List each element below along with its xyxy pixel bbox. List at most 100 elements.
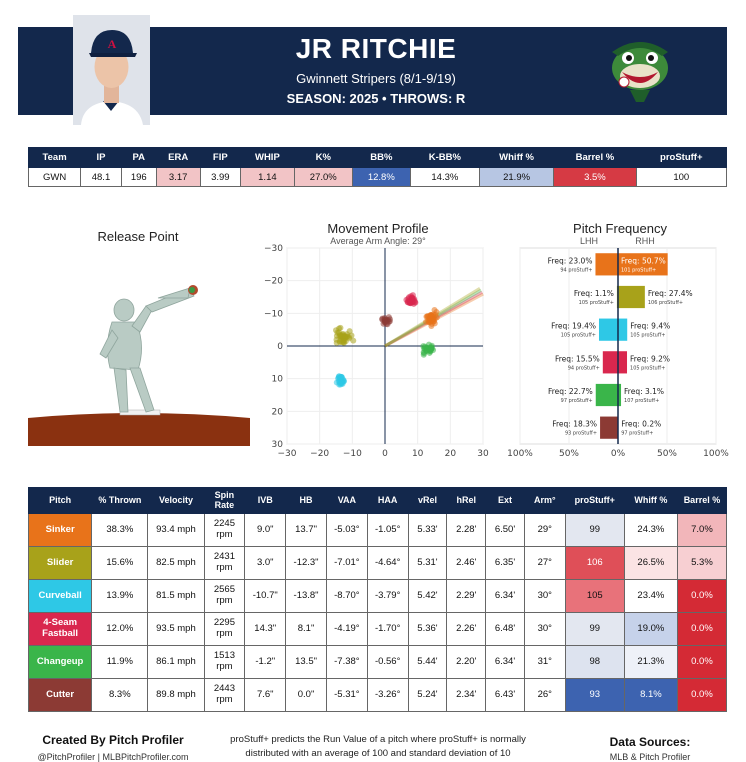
pitch-name: Changeup (29, 646, 92, 679)
movement-y-tick: 0 (277, 342, 283, 352)
pitch-cell: 2443 rpm (204, 679, 245, 712)
pitch-cell: 2245 rpm (204, 514, 245, 547)
pitch-cell: -4.64° (367, 547, 408, 580)
pitch-cell: 2.28' (447, 514, 486, 547)
movement-y-tick: 20 (272, 407, 284, 417)
data-sources: MLB & Pitch Profiler (580, 752, 720, 762)
created-by: Created By Pitch Profiler (28, 733, 198, 747)
pitch-cell: 7.6" (245, 679, 286, 712)
frequency-x-tick: 50% (657, 449, 677, 459)
rhh-prostuff-label: 101 proStuff+ (621, 267, 656, 273)
movement-x-tick: 10 (412, 449, 424, 459)
pitch-cell: 30° (524, 580, 565, 613)
lhh-freq-label: Freq: 15.5% (555, 354, 600, 363)
rhh-bar (618, 351, 627, 373)
movement-point (334, 337, 340, 343)
pitch-cell: 2431 rpm (204, 547, 245, 580)
stats-cell-prostuff-: 100 (636, 168, 726, 187)
pitch-cell: 30° (524, 613, 565, 646)
pitch-header-5: HB (286, 488, 327, 514)
pitch-header-13: Whiff % (624, 488, 677, 514)
pitch-cell: 93.4 mph (148, 514, 204, 547)
pitch-cell: -10.7" (245, 580, 286, 613)
pitch-cell: 93 (565, 679, 624, 712)
stats-header-2: PA (121, 148, 156, 168)
pitch-cell: -1.2" (245, 646, 286, 679)
rhh-freq-label: Freq: 9.2% (630, 354, 670, 363)
rhh-prostuff-label: 97 proStuff+ (621, 431, 653, 437)
team-logo (600, 32, 680, 107)
lhh-bar (600, 417, 618, 439)
pitch-cell: -0.56° (367, 646, 408, 679)
pitch-header-14: Barrel % (677, 488, 726, 514)
stats-cell-barrel-: 3.5% (554, 168, 636, 187)
pitch-header-6: VAA (326, 488, 367, 514)
rhh-freq-label: Freq: 50.7% (621, 256, 666, 265)
pitch-cell: 0.0% (677, 580, 726, 613)
pitch-frequency-chart: 100%50%0%50%100%Freq: 23.0%94 proStuff+F… (505, 244, 730, 460)
stats-header-9: Whiff % (479, 148, 553, 168)
pitch-header-4: IVB (245, 488, 286, 514)
stats-header-5: WHIP (241, 148, 295, 168)
pitch-cell: 86.1 mph (148, 646, 204, 679)
pitch-cell: -3.79° (367, 580, 408, 613)
pitch-cell: 21.3% (624, 646, 677, 679)
movement-point (423, 314, 429, 320)
pitch-cell: 0.0% (677, 613, 726, 646)
stats-cell-pa: 196 (121, 168, 156, 187)
pitch-header-2: Velocity (148, 488, 204, 514)
movement-point (424, 346, 430, 352)
lhh-prostuff-label: 97 proStuff+ (561, 398, 593, 404)
pitch-cell: -4.19° (326, 613, 367, 646)
pitch-cell: -5.03° (326, 514, 367, 547)
pitch-cell: 5.42' (408, 580, 447, 613)
movement-profile-title: Movement Profile (290, 221, 466, 236)
pitch-cell: 6.34' (486, 580, 525, 613)
pitch-cell: 5.24' (408, 679, 447, 712)
stats-header-10: Barrel % (554, 148, 636, 168)
rhh-freq-label: Freq: 0.2% (621, 420, 661, 429)
stats-header-7: BB% (352, 148, 410, 168)
pitch-cell: 6.43' (486, 679, 525, 712)
pitch-header-1: % Thrown (92, 488, 148, 514)
rhh-freq-label: Freq: 27.4% (648, 289, 693, 298)
pitch-header-10: Ext (486, 488, 525, 514)
movement-y-tick: 10 (272, 375, 284, 385)
frequency-x-tick: 100% (507, 449, 533, 459)
pitch-cell: 0.0" (286, 679, 327, 712)
movement-y-tick: −10 (264, 309, 283, 319)
movement-x-tick: −20 (310, 449, 329, 459)
data-sources-title: Data Sources: (580, 735, 720, 749)
pitch-cell: 2.26' (447, 613, 486, 646)
stats-cell-fip: 3.99 (200, 168, 241, 187)
rhh-freq-label: Freq: 9.4% (630, 322, 670, 331)
pitch-header-3: Spin Rate (204, 488, 245, 514)
pitch-cell: 31° (524, 646, 565, 679)
stats-header-4: FIP (200, 148, 241, 168)
movement-point (336, 373, 342, 379)
lhh-bar (603, 351, 618, 373)
pitch-header-0: Pitch (29, 488, 92, 514)
lhh-freq-label: Freq: 23.0% (548, 256, 593, 265)
pitch-cell: 12.0% (92, 613, 148, 646)
pitch-cell: -8.70° (326, 580, 367, 613)
pitch-cell: 8.1" (286, 613, 327, 646)
movement-y-tick: −30 (264, 244, 283, 254)
pitch-header-11: Arm° (524, 488, 565, 514)
rhh-bar (618, 286, 645, 308)
release-point-figure (28, 250, 250, 448)
stats-cell-era: 3.17 (156, 168, 200, 187)
movement-x-tick: −30 (278, 449, 297, 459)
movement-x-tick: 30 (477, 449, 489, 459)
pitch-cell: 106 (565, 547, 624, 580)
pitch-header-12: proStuff+ (565, 488, 624, 514)
pitch-cell: 38.3% (92, 514, 148, 547)
pitch-cell: 11.9% (92, 646, 148, 679)
frequency-x-tick: 100% (703, 449, 729, 459)
pitch-cell: -1.05° (367, 514, 408, 547)
stats-cell-whiff-: 21.9% (479, 168, 553, 187)
pitch-cell: 27° (524, 547, 565, 580)
lhh-prostuff-label: 105 proStuff+ (561, 333, 596, 339)
lhh-prostuff-label: 105 proStuff+ (579, 300, 614, 306)
